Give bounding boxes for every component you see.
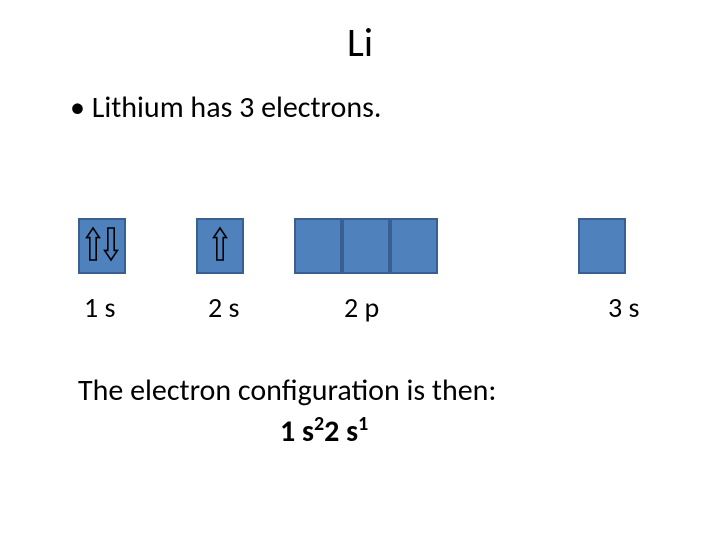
orbital-label-2s: 2 s — [208, 290, 239, 325]
electron-arrow-down-icon — [103, 222, 119, 271]
orbital-group-1s — [78, 218, 126, 274]
orbital-label-3s: 3 s — [608, 290, 639, 325]
electron-configuration: 1 s22 s1 — [280, 412, 368, 450]
orbital-box — [294, 218, 342, 274]
slide-title: Li — [0, 0, 720, 67]
orbital-box — [578, 218, 626, 274]
electron-arrow-up-icon — [212, 222, 228, 271]
orbital-diagram — [78, 218, 680, 278]
bullet-electron-count: Lithium has 3 electrons. — [0, 89, 720, 126]
orbital-box — [390, 218, 438, 274]
electron-arrow-up-icon — [85, 222, 101, 271]
orbital-labels-row: 1 s2 s2 p3 s — [0, 290, 720, 320]
orbital-group-2p — [294, 218, 438, 274]
orbital-group-3s — [578, 218, 626, 274]
orbital-label-1s: 1 s — [84, 290, 115, 325]
orbital-box — [196, 218, 244, 274]
orbital-label-2p: 2 p — [344, 290, 379, 325]
config-intro-text: The electron configuration is then: — [78, 372, 496, 409]
orbital-group-2s — [196, 218, 244, 274]
orbital-box — [342, 218, 390, 274]
orbital-box — [78, 218, 126, 274]
